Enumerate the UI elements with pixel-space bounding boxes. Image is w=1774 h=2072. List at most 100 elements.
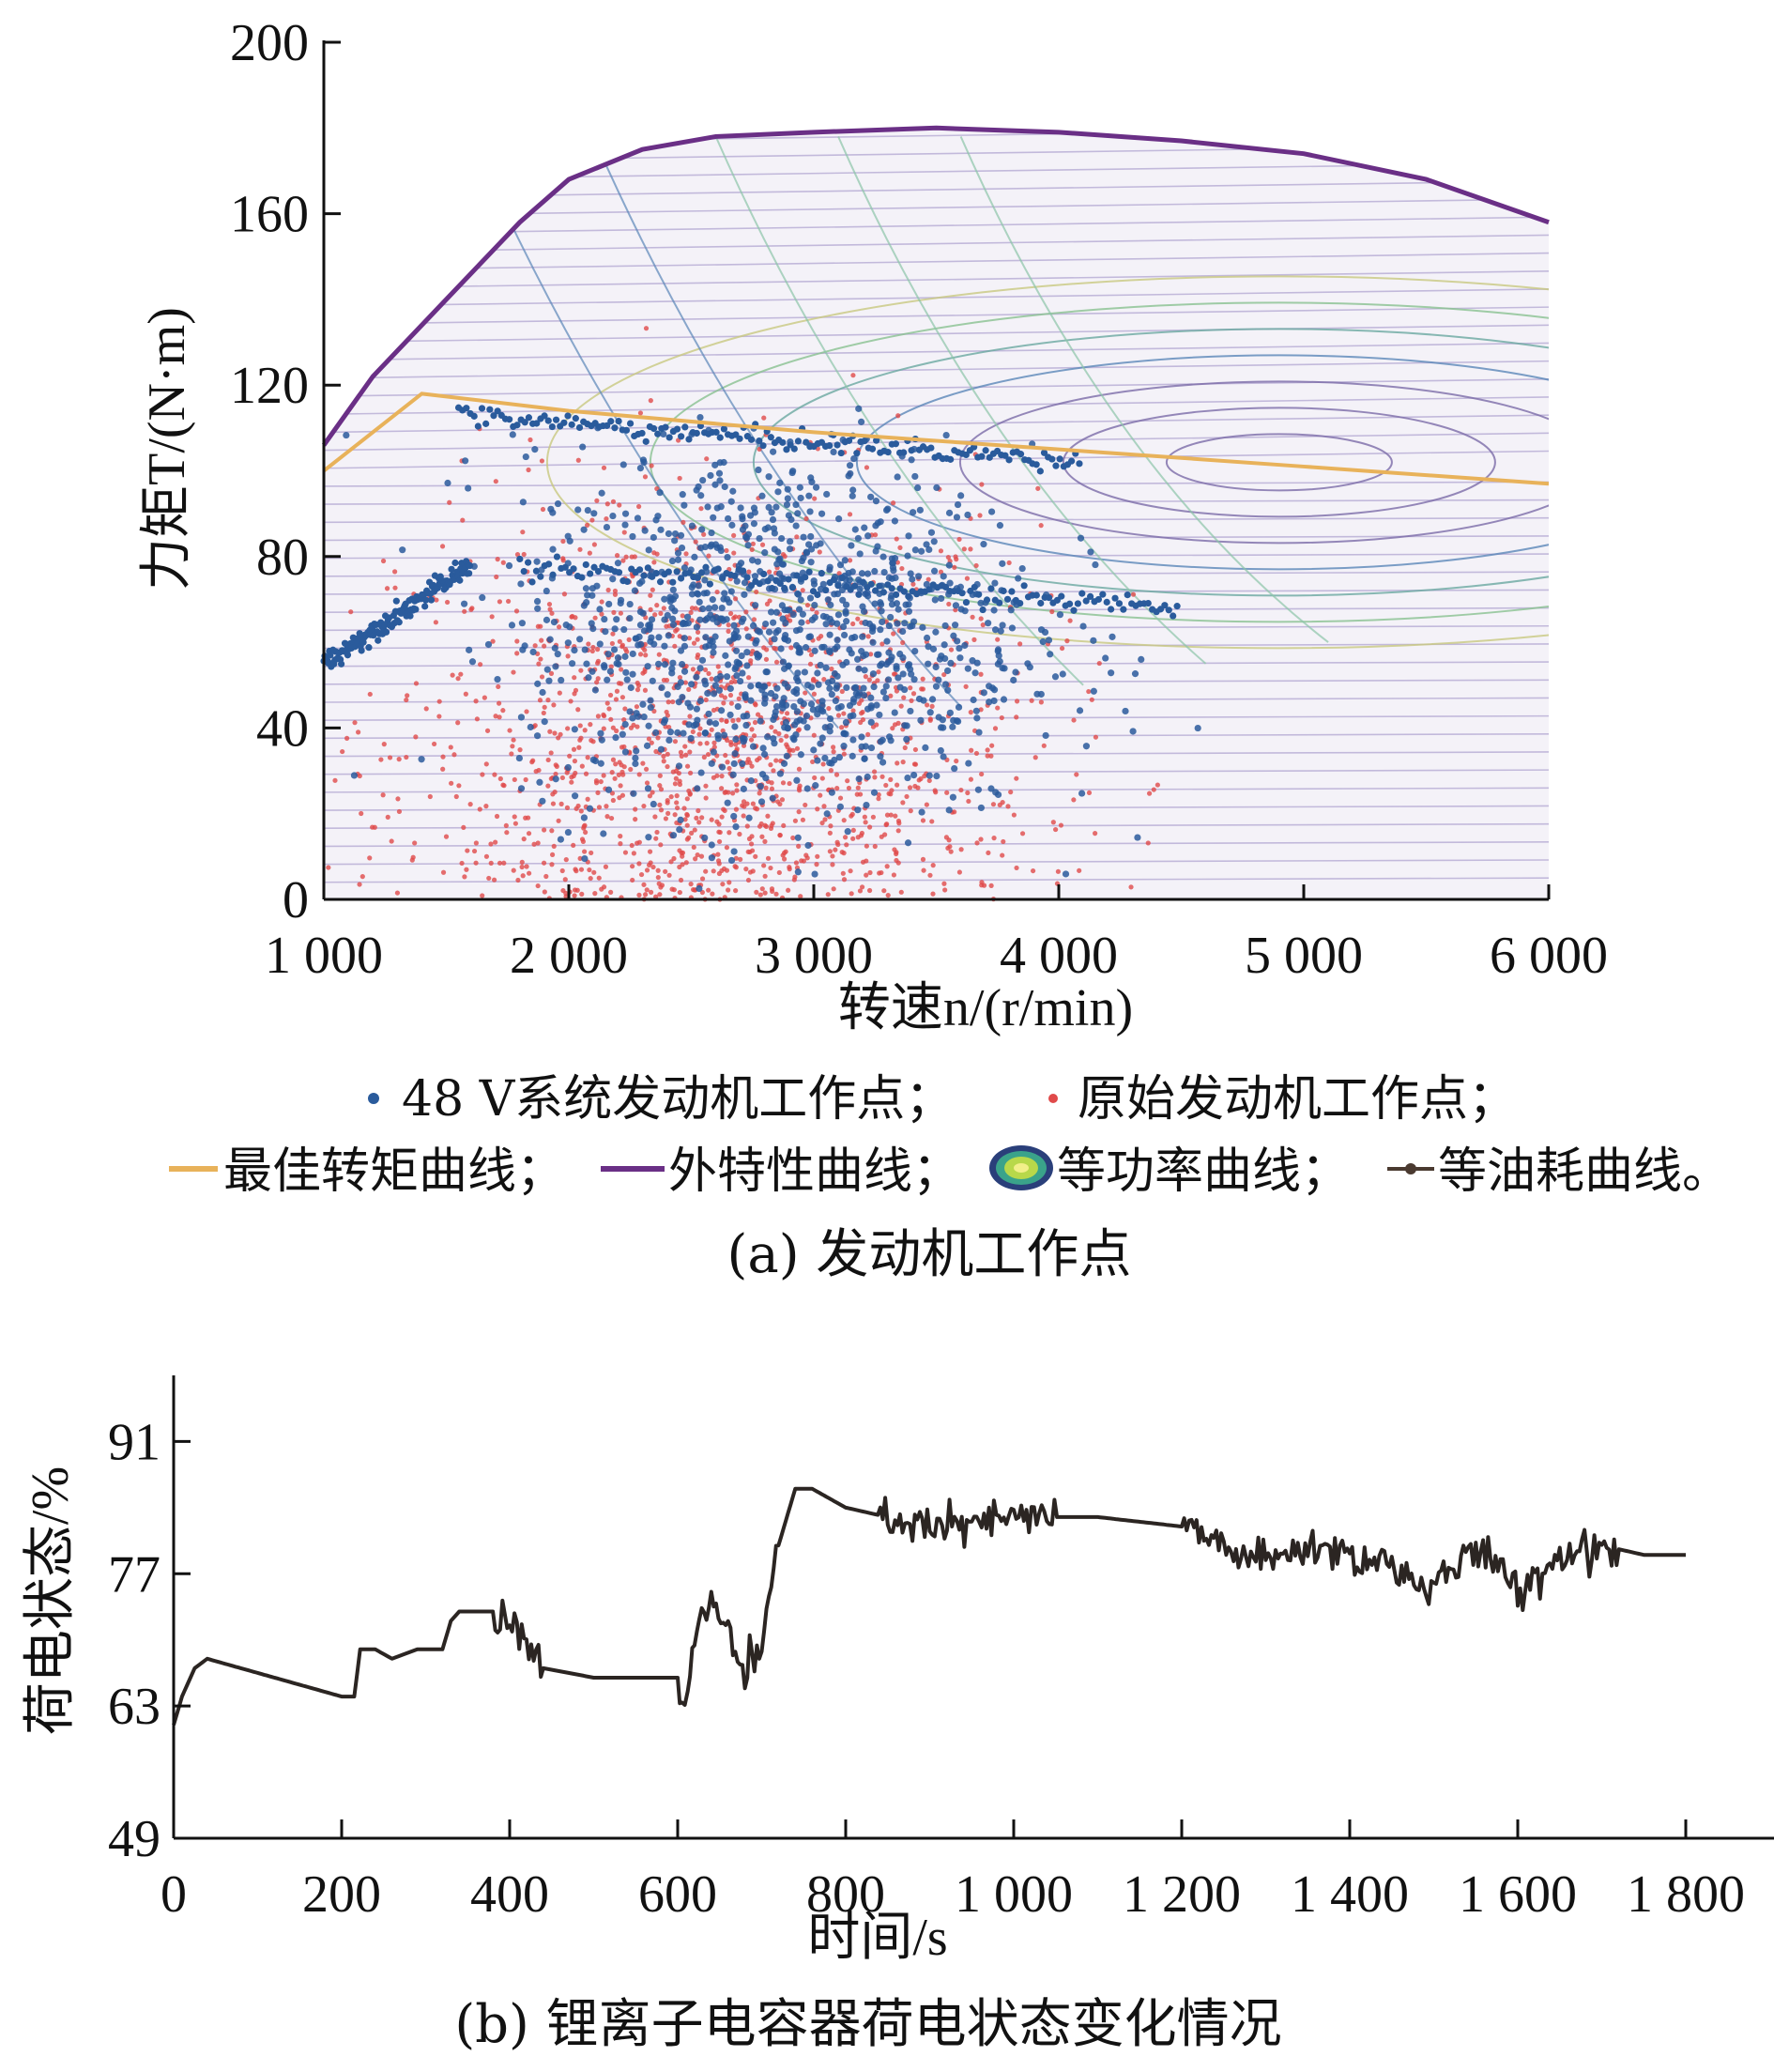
48v-point — [950, 716, 957, 725]
original-point — [461, 824, 466, 830]
fuel-contour — [324, 360, 1549, 379]
48v-point — [846, 701, 854, 710]
original-point — [833, 847, 838, 852]
original-point — [609, 640, 615, 647]
original-point — [648, 889, 654, 895]
48v-point — [925, 545, 933, 554]
48v-point — [939, 716, 946, 724]
y-tick-label: 63 — [108, 1678, 161, 1736]
original-point — [988, 753, 994, 759]
48v-point — [797, 751, 804, 759]
original-point — [709, 727, 714, 732]
original-point — [493, 714, 498, 719]
original-point — [545, 757, 551, 763]
original-point — [759, 834, 765, 839]
48v-point — [861, 755, 868, 762]
original-point — [778, 737, 784, 744]
48v-point — [541, 718, 548, 726]
48v-point — [575, 423, 584, 432]
48v-point — [861, 667, 868, 674]
original-point — [686, 636, 693, 641]
48v-point — [853, 450, 861, 457]
48v-point — [842, 601, 850, 608]
legend-48v-marker — [368, 1093, 379, 1104]
48v-point — [821, 724, 829, 731]
48v-point — [716, 672, 725, 681]
48v-point — [903, 722, 910, 729]
48v-point — [644, 564, 651, 572]
48v-point — [666, 593, 674, 601]
48v-point — [640, 714, 648, 721]
original-point — [881, 888, 887, 894]
48v-point — [724, 554, 731, 561]
48v-point — [623, 676, 631, 683]
x-tick-label: 6 000 — [1490, 927, 1608, 985]
48v-point — [784, 485, 791, 493]
fuel-contour — [324, 216, 1549, 236]
original-point — [596, 875, 602, 881]
original-point — [699, 815, 705, 821]
original-point — [451, 752, 457, 758]
original-point — [716, 861, 722, 867]
original-point — [684, 796, 690, 802]
48v-point — [794, 437, 803, 445]
original-point — [507, 728, 512, 733]
original-point — [514, 552, 521, 558]
48v-point — [730, 812, 738, 821]
48v-point — [711, 461, 719, 468]
original-point — [751, 617, 757, 622]
original-point — [1017, 641, 1023, 647]
original-point — [652, 612, 658, 618]
original-point — [612, 775, 618, 781]
48v-point — [919, 623, 926, 631]
original-point — [668, 794, 674, 800]
original-point — [581, 825, 587, 831]
original-point — [1041, 743, 1047, 748]
48v-point — [762, 620, 770, 628]
soc-line — [172, 1486, 1686, 1726]
original-point — [654, 603, 660, 608]
48v-point — [1122, 707, 1129, 715]
original-point — [855, 785, 861, 790]
original-point — [484, 728, 491, 733]
original-point — [765, 855, 772, 861]
48v-point — [774, 488, 782, 496]
original-point — [542, 643, 547, 649]
48v-point — [933, 483, 941, 492]
original-point — [638, 871, 645, 878]
original-point — [706, 553, 711, 559]
48v-point — [418, 756, 425, 763]
original-point — [876, 796, 881, 802]
48v-point — [650, 800, 657, 808]
original-point — [384, 586, 390, 591]
original-point — [653, 748, 659, 755]
48v-point — [726, 711, 734, 719]
48v-point — [899, 627, 907, 636]
48v-point — [776, 770, 784, 777]
original-point — [1014, 698, 1020, 704]
48v-point — [576, 636, 584, 643]
48v-point — [665, 434, 673, 441]
original-point — [770, 888, 775, 895]
original-point — [381, 742, 387, 747]
48v-point — [652, 570, 660, 577]
original-point — [698, 853, 705, 859]
original-point — [754, 589, 759, 595]
original-point — [423, 706, 429, 712]
48v-point — [1017, 451, 1025, 458]
48v-point — [788, 468, 796, 477]
48v-point — [877, 662, 884, 669]
48v-point — [884, 449, 892, 456]
48v-point — [640, 458, 648, 467]
original-point — [1128, 884, 1134, 890]
48v-point — [534, 605, 542, 612]
original-point — [890, 726, 895, 731]
48v-point — [521, 419, 528, 426]
legend-isopower-label: 等功率曲线； — [1057, 1143, 1350, 1200]
48v-point — [677, 647, 685, 654]
original-point — [529, 760, 535, 765]
original-point — [1008, 790, 1014, 795]
original-point — [888, 693, 894, 698]
48v-point — [798, 619, 805, 626]
original-point — [787, 748, 792, 754]
